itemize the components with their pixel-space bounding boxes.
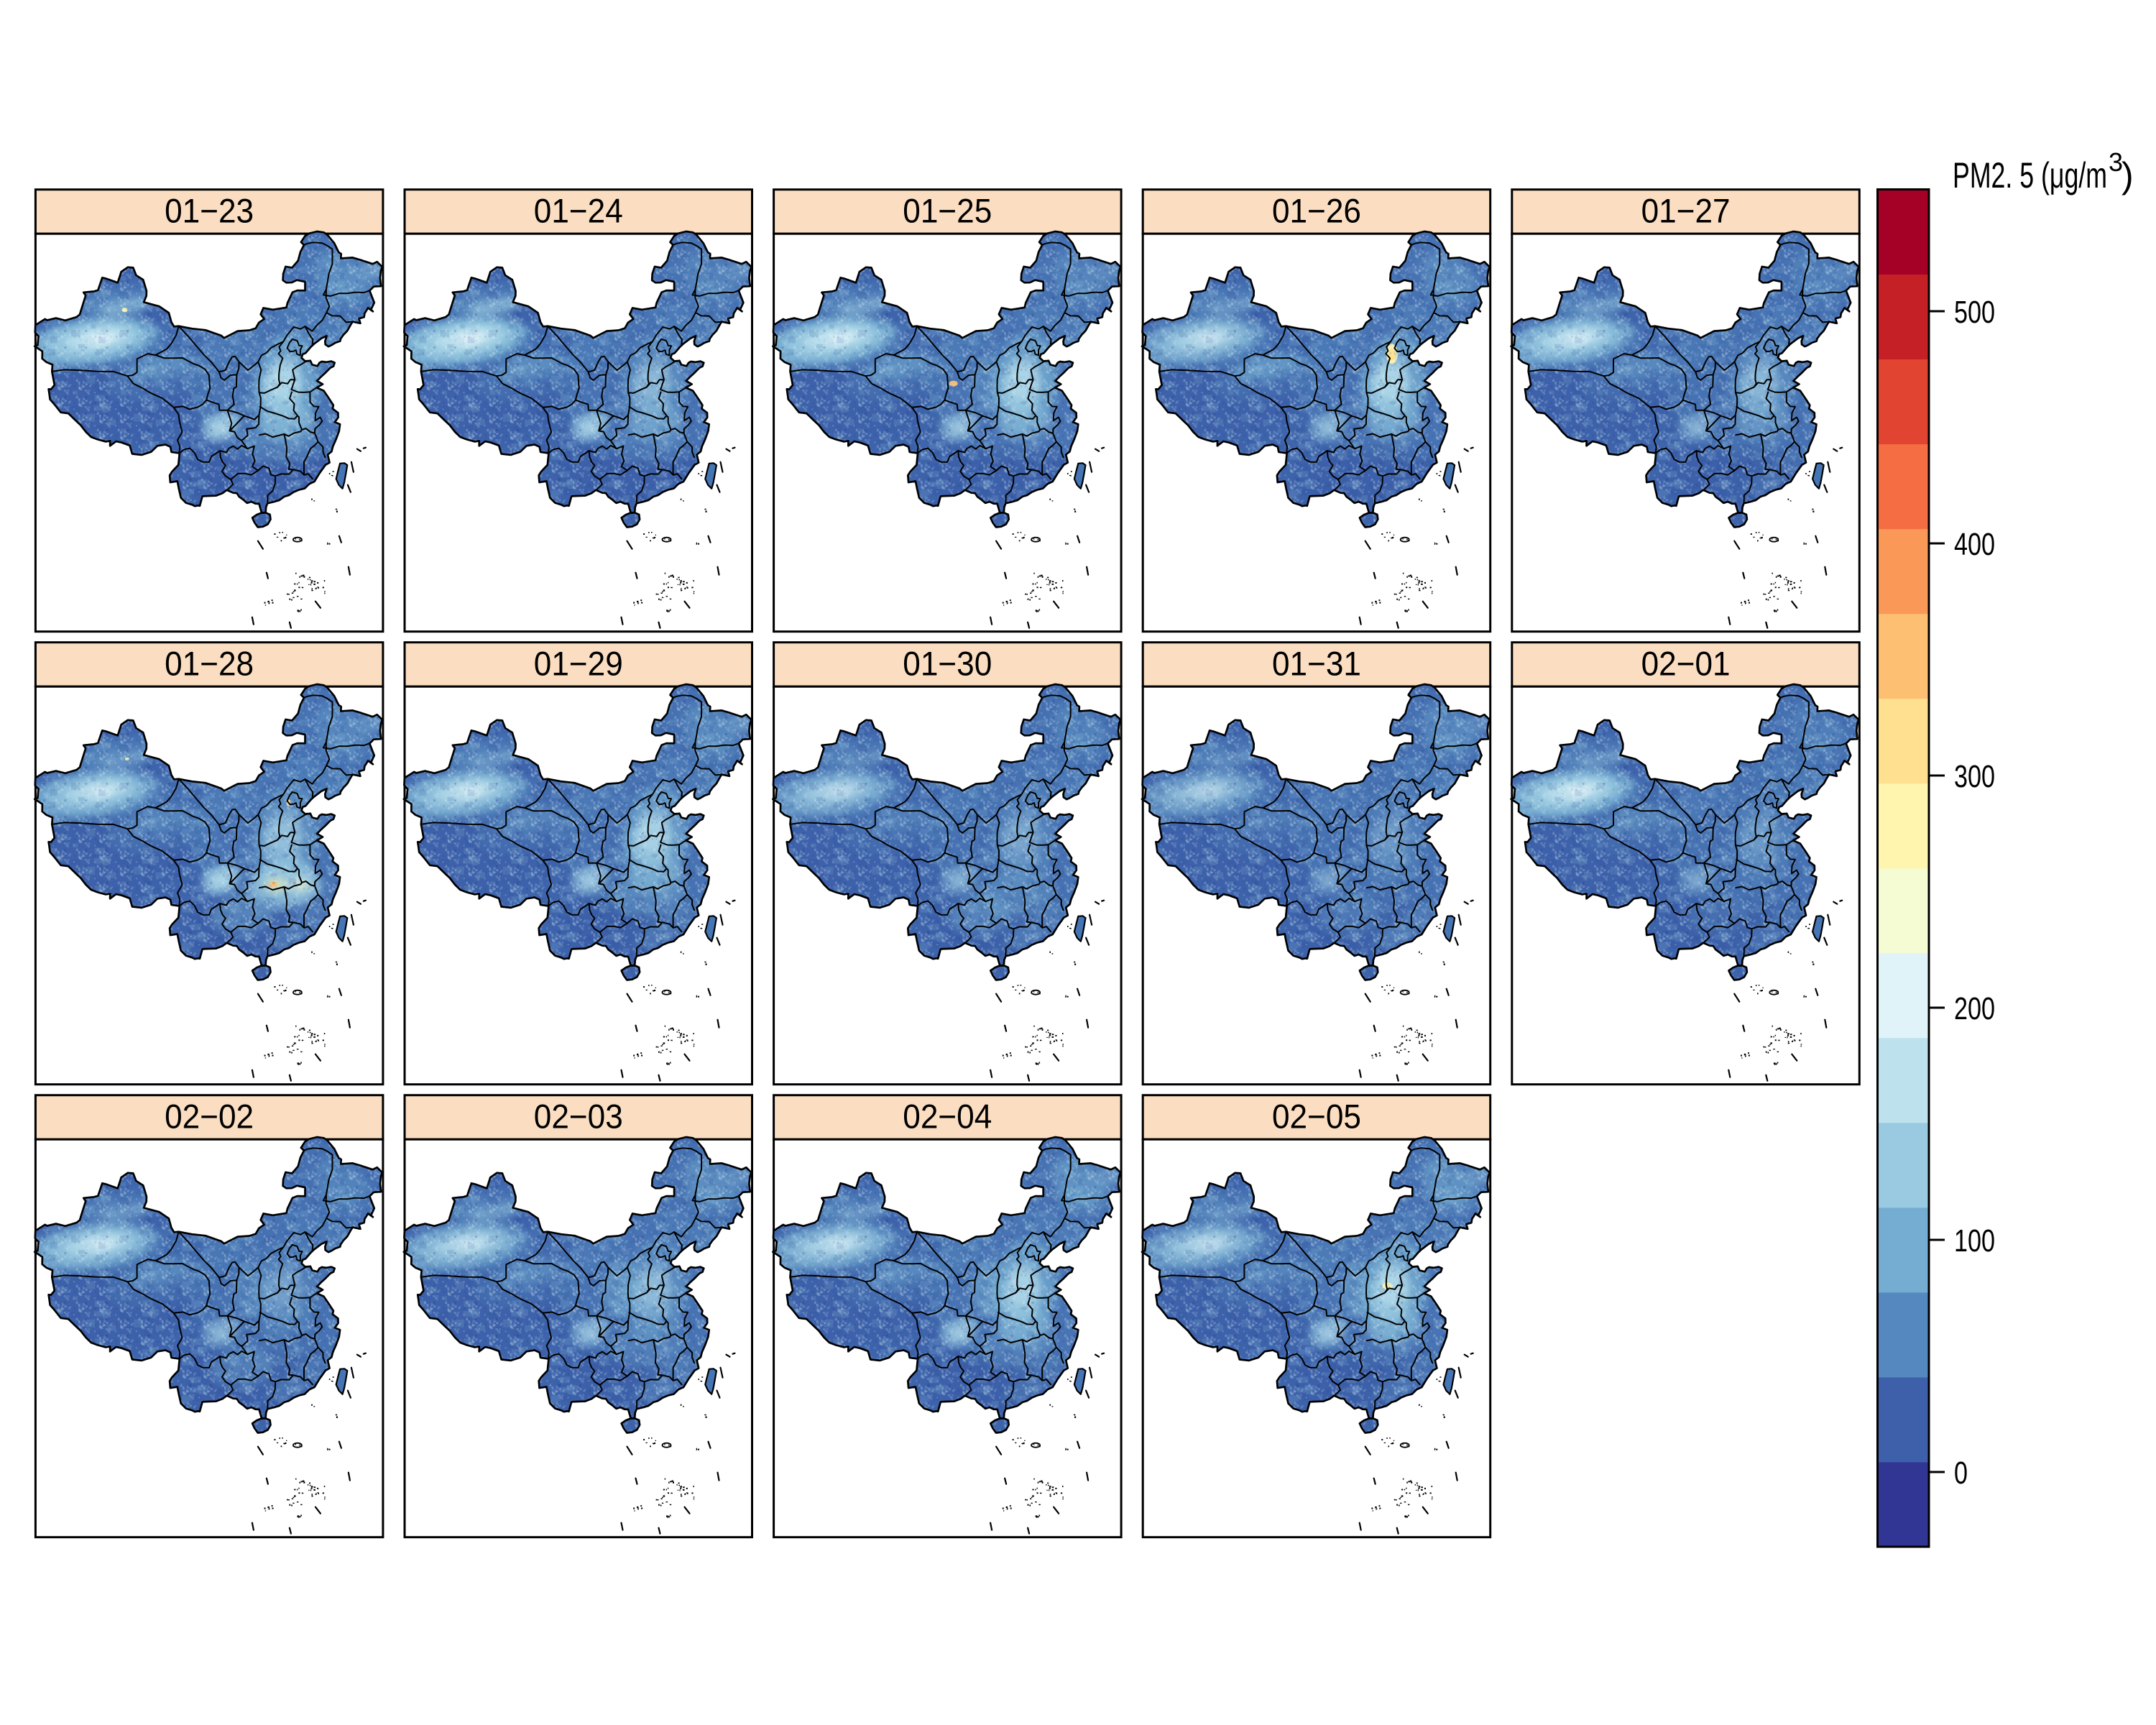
svg-text:01−30: 01−30 <box>903 645 992 683</box>
svg-text:300: 300 <box>1954 759 1995 794</box>
svg-text:01−25: 01−25 <box>903 192 992 230</box>
svg-text:02−03: 02−03 <box>534 1098 623 1136</box>
svg-text:01−29: 01−29 <box>534 645 623 683</box>
svg-text:01−31: 01−31 <box>1272 645 1361 683</box>
svg-text:01−24: 01−24 <box>534 192 623 230</box>
svg-text:PM2. 5 (μg/m: PM2. 5 (μg/m <box>1953 155 2107 196</box>
svg-text:400: 400 <box>1954 527 1995 562</box>
svg-text:200: 200 <box>1954 991 1995 1026</box>
svg-text:01−26: 01−26 <box>1272 192 1361 230</box>
svg-text:): ) <box>2122 155 2134 196</box>
svg-text:02−04: 02−04 <box>903 1098 992 1136</box>
svg-text:02−05: 02−05 <box>1272 1098 1361 1136</box>
svg-text:01−27: 01−27 <box>1641 192 1731 230</box>
svg-text:02−01: 02−01 <box>1641 645 1731 683</box>
svg-text:100: 100 <box>1954 1223 1995 1259</box>
svg-text:0: 0 <box>1954 1455 1968 1491</box>
svg-text:01−28: 01−28 <box>165 645 254 683</box>
svg-text:01−23: 01−23 <box>165 192 254 230</box>
svg-text:3: 3 <box>2109 147 2123 177</box>
svg-text:500: 500 <box>1954 295 1995 330</box>
svg-text:02−02: 02−02 <box>165 1098 254 1136</box>
